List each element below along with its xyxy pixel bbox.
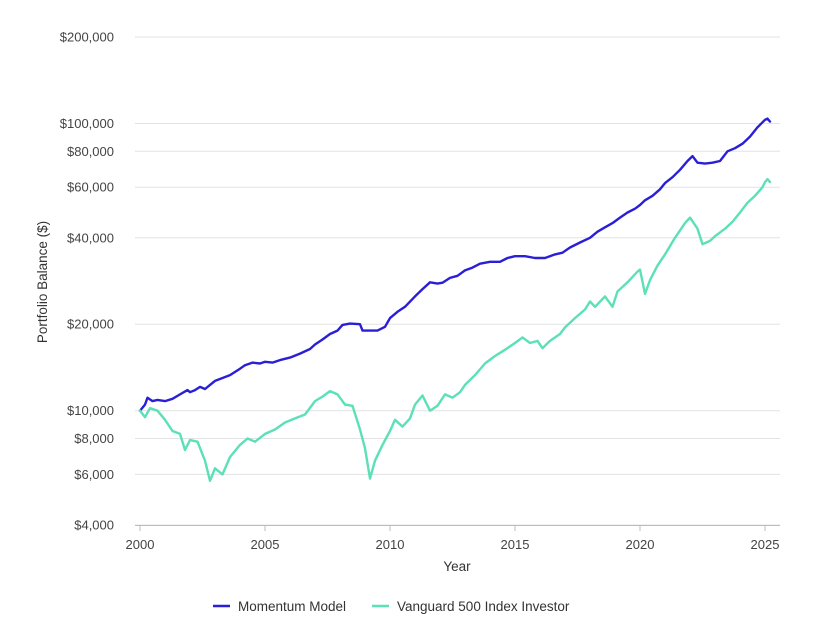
x-tick-label: 2025 <box>751 537 780 552</box>
x-tick-label: 2010 <box>376 537 405 552</box>
y-tick-label: $20,000 <box>67 317 114 332</box>
legend: Momentum Model Vanguard 500 Index Investo… <box>213 599 570 614</box>
y-tick-label: $6,000 <box>74 467 114 482</box>
legend-item-momentum-model[interactable]: Momentum Model <box>213 599 346 614</box>
grid-layer <box>135 36 780 526</box>
x-tick-label: 2015 <box>501 537 530 552</box>
x-axis: 2000 2005 2010 2015 2020 2025 <box>126 525 780 552</box>
y-tick-label: $80,000 <box>67 144 114 159</box>
y-tick-label: $10,000 <box>67 403 114 418</box>
legend-item-vanguard-500[interactable]: Vanguard 500 Index Investor <box>372 599 570 614</box>
y-tick-label: $60,000 <box>67 180 114 195</box>
x-tick-label: 2020 <box>626 537 655 552</box>
y-tick-label: $200,000 <box>60 30 114 45</box>
legend-label: Vanguard 500 Index Investor <box>397 599 570 614</box>
y-axis: $4,000 $6,000 $8,000 $10,000 $20,000 $40,000 $… <box>60 30 114 533</box>
x-tick-label: 2000 <box>126 537 155 552</box>
legend-label: Momentum Model <box>238 599 346 614</box>
y-tick-label: $8,000 <box>74 431 114 446</box>
series-layer <box>138 117 772 482</box>
x-tick-label: 2005 <box>251 537 280 552</box>
y-axis-title: Portfolio Balance ($) <box>35 221 50 343</box>
series-line-vanguard-500 <box>138 177 772 482</box>
x-axis-title: Year <box>443 559 471 574</box>
y-tick-label: $40,000 <box>67 230 114 245</box>
y-tick-label: $4,000 <box>74 518 114 533</box>
series-line-momentum-model <box>138 117 772 412</box>
y-tick-label: $100,000 <box>60 116 114 131</box>
